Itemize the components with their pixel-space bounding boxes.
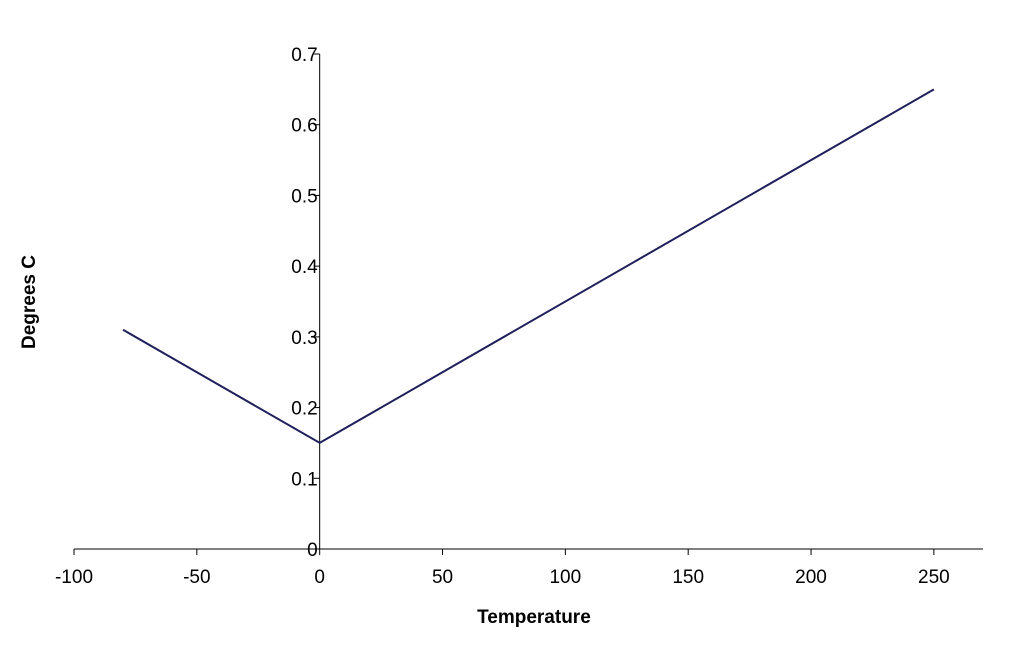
x-tick-label: 50: [432, 567, 453, 588]
x-ticks: -100 -50 0 50 100 150 200 250: [55, 549, 950, 588]
x-tick-label: 100: [549, 567, 581, 588]
y-tick-label: 0.2: [291, 399, 317, 420]
series-line: [122, 88, 935, 445]
x-tick-label: 150: [672, 567, 704, 588]
x-tick-label: 200: [795, 567, 827, 588]
x-tick-label: -50: [183, 567, 210, 588]
y-tick-label: 0.6: [291, 116, 317, 137]
y-tick-label: 0.7: [291, 45, 317, 66]
y-ticks: 0 0.1 0.2 0.3 0.4 0.5 0.6 0.7: [291, 45, 320, 561]
series-group: [122, 88, 935, 445]
x-axis-title: Temperature: [477, 607, 591, 628]
x-tick-label: 0: [314, 567, 325, 588]
y-tick-label: 0: [307, 540, 318, 561]
x-tick-label: -100: [55, 567, 93, 588]
y-tick-label: 0.4: [291, 257, 318, 278]
y-tick-label: 0.1: [291, 469, 317, 490]
x-tick-label: 250: [918, 567, 950, 588]
axes: [74, 54, 983, 550]
y-tick-label: 0.3: [291, 328, 317, 349]
y-tick-label: 0.5: [291, 186, 317, 207]
y-axis-title: Degrees C: [19, 255, 40, 349]
